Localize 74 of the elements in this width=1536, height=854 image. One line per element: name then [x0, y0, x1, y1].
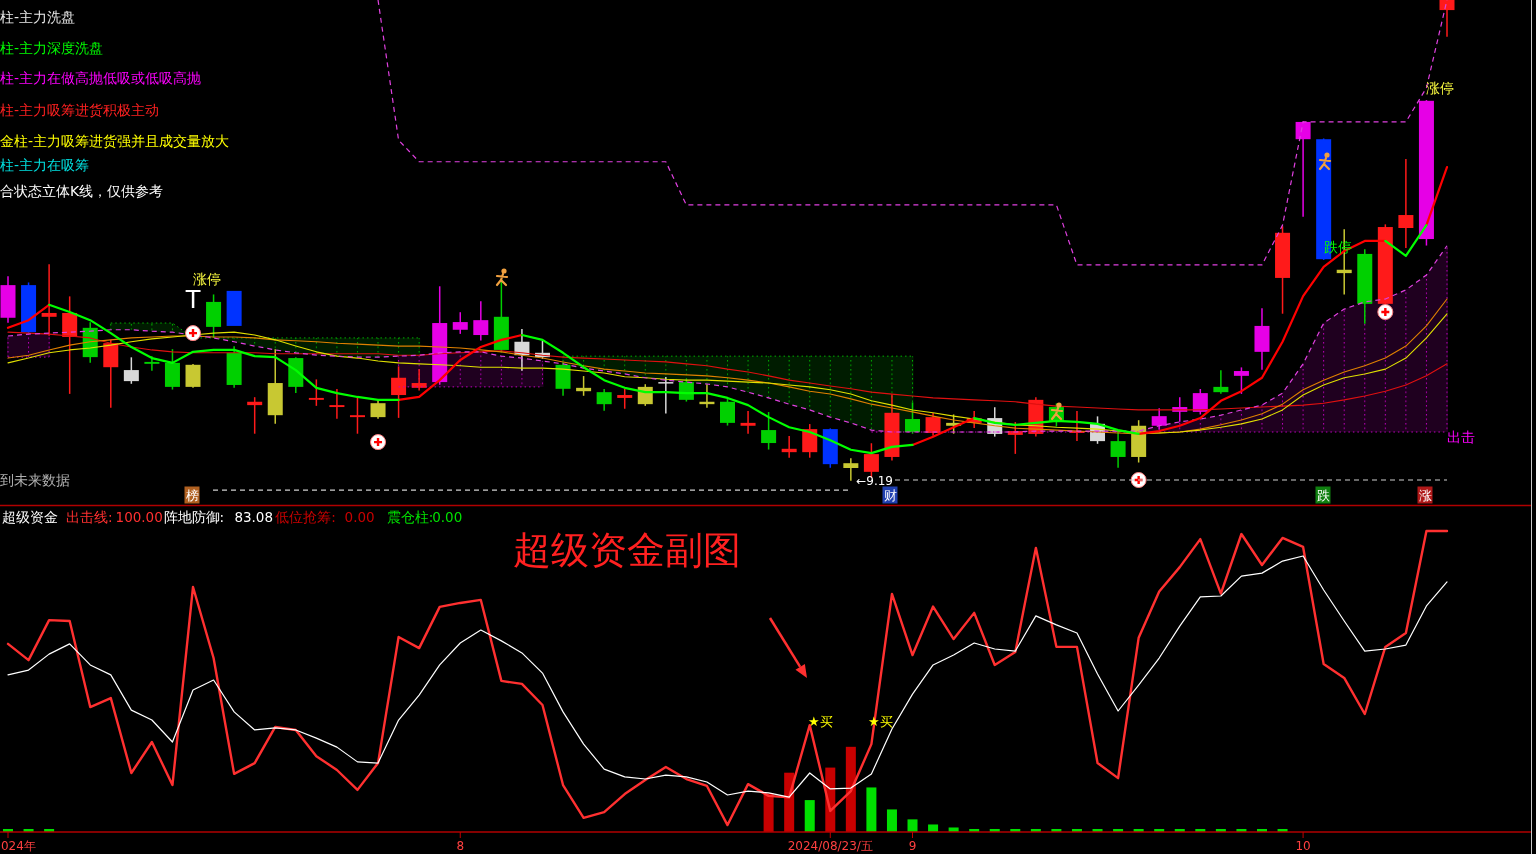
candlestick [391, 366, 407, 418]
candlestick [349, 397, 365, 434]
annotation: T [184, 286, 201, 314]
annotation: 涨停 [1426, 80, 1454, 96]
annotation: 柱-主力在做高抛低吸或低吸高抛 [0, 70, 202, 86]
candlestick [1192, 389, 1208, 415]
annotation: ★买 [808, 713, 833, 729]
candlestick [863, 443, 879, 478]
x-tick-label: 8 [456, 839, 465, 853]
candlestick [103, 340, 119, 408]
bar [763, 793, 774, 832]
text: 财 [883, 487, 897, 503]
bar [804, 800, 815, 832]
candlestick [781, 436, 797, 458]
candlestick [555, 362, 571, 396]
candlestick [164, 349, 180, 390]
annotation: 柱-主力在吸筹 [0, 157, 90, 173]
candlestick [761, 412, 777, 450]
candlestick [452, 312, 468, 334]
candlestick [1295, 121, 1311, 217]
annotation: 到未来数据 [0, 472, 70, 488]
annotation: 涨停 [193, 271, 221, 287]
candlestick [1398, 159, 1414, 248]
candlestick [1151, 408, 1167, 430]
x-tick-label: 2024/08/23/五 [787, 839, 873, 853]
chart-title: 超级资金 [2, 509, 58, 525]
candlestick [1439, 0, 1455, 37]
candlestick [658, 377, 674, 414]
annotation: 柱-主力吸筹进货积极主动 [0, 102, 160, 118]
candlestick [720, 399, 735, 426]
text: 涨 [1418, 487, 1432, 503]
text: 跌 [1316, 487, 1330, 503]
candlestick [925, 413, 941, 436]
text: 100.00 [115, 509, 163, 525]
text: 震仓柱: [386, 509, 434, 525]
candlestick [596, 389, 612, 411]
x-tick-label: 024年 [1, 839, 36, 853]
text: 0.00 [344, 509, 375, 525]
candlestick [740, 411, 756, 434]
candlestick [576, 376, 592, 396]
candlestick [247, 397, 263, 434]
candlestick [370, 399, 386, 419]
x-tick-label: 9 [908, 839, 917, 853]
bar [866, 787, 877, 832]
candlestick [1233, 367, 1249, 394]
text: 出击线: [66, 509, 113, 525]
annotation: 出击 [1447, 429, 1475, 445]
candlestick [123, 357, 139, 384]
candlestick [617, 389, 633, 409]
candlestick [329, 389, 345, 419]
candlestick [41, 264, 57, 336]
candlestick [1213, 370, 1229, 394]
bar [907, 819, 918, 832]
annotation: 合状态立体K线，仅供参考 [0, 183, 164, 199]
bar [845, 746, 856, 832]
annotation: 柱-主力洗盘 [0, 9, 76, 25]
candlestick [185, 364, 201, 388]
x-tick-label: 10 [1295, 839, 1311, 853]
annotation: ←9.19 [856, 474, 893, 488]
text: 阵地防御: [163, 509, 225, 525]
bar [886, 809, 897, 832]
candlestick [144, 356, 160, 371]
candlestick [905, 402, 921, 434]
text: 榜 [185, 487, 199, 503]
bar [928, 824, 939, 832]
annotation: 金柱-主力吸筹进货强并且成交量放大 [0, 133, 230, 149]
text: 83.08 [234, 509, 274, 525]
text: 0.00 [432, 509, 463, 525]
annotation: 超级资金副图 [513, 528, 741, 572]
text: 低位抢筹: [275, 509, 336, 525]
candlestick [473, 301, 489, 341]
annotation: 柱-主力深度洗盘 [0, 40, 104, 56]
candlestick [802, 424, 818, 458]
candlestick [308, 379, 324, 406]
